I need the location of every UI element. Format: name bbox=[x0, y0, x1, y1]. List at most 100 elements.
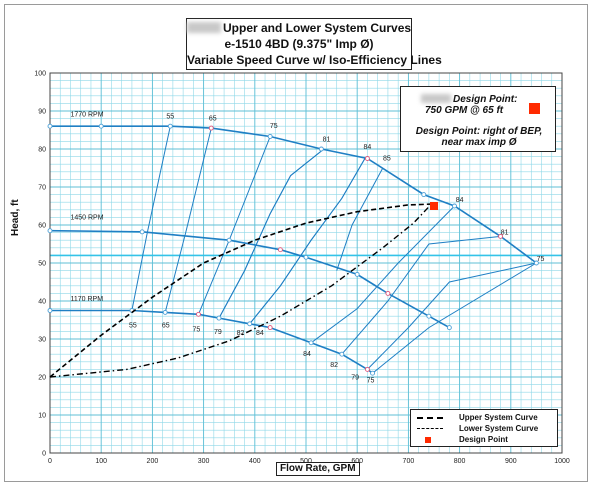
iso-efficiency-label: 84 bbox=[303, 351, 311, 358]
design-point-note: Design Point: right of BEP, near max imp… bbox=[415, 126, 543, 148]
speed-curve-point bbox=[98, 123, 104, 129]
x-tick-label: 500 bbox=[300, 458, 312, 465]
speed-curve-point bbox=[308, 340, 314, 346]
y-tick-label: 20 bbox=[38, 375, 46, 382]
speed-curve-point bbox=[385, 290, 391, 296]
speed-curve-point bbox=[303, 254, 309, 260]
speed-curve-point bbox=[370, 370, 376, 376]
design-point-value: 750 GPM @ 65 ft bbox=[425, 105, 504, 116]
speed-curve-point bbox=[226, 237, 232, 243]
chart-title-line1: Upper and Lower System Curves bbox=[187, 20, 411, 36]
iso-efficiency-label: 55 bbox=[166, 114, 174, 121]
speed-curve-point bbox=[47, 308, 53, 313]
chart-title-line3: Variable Speed Curve w/ Iso-Efficiency L… bbox=[187, 53, 442, 67]
design-point-heading: Design Point: bbox=[421, 94, 517, 105]
iso-efficiency-line bbox=[249, 158, 366, 325]
design-point-box-marker bbox=[529, 103, 540, 114]
chart-title-line2: e-1510 4BD (9.375" Imp Ø) bbox=[224, 37, 374, 51]
iso-efficiency-label: 81 bbox=[501, 230, 509, 237]
iso-efficiency-label: 65 bbox=[162, 323, 170, 330]
legend-swatch-lower bbox=[417, 428, 443, 429]
speed-curve-label: 1770 RPM bbox=[70, 112, 103, 119]
y-tick-label: 80 bbox=[38, 147, 46, 154]
x-tick-label: 700 bbox=[403, 458, 415, 465]
iso-efficiency-line bbox=[367, 262, 537, 370]
x-tick-label: 300 bbox=[198, 458, 210, 465]
lower-system-curve bbox=[49, 203, 432, 378]
plot-border bbox=[49, 72, 563, 454]
x-tick-label: 800 bbox=[454, 458, 466, 465]
speed-curve-point bbox=[364, 156, 370, 161]
iso-efficiency-label: 75 bbox=[367, 377, 375, 384]
speed-curve-point bbox=[452, 203, 457, 209]
iso-efficiency-label: 55 bbox=[129, 323, 137, 330]
x-tick-label: 1000 bbox=[554, 458, 570, 465]
iso-efficiency-label: 79 bbox=[351, 374, 359, 381]
speed-curve-point bbox=[267, 325, 273, 331]
iso-efficiency-label: 85 bbox=[383, 155, 391, 162]
iso-efficiency-line bbox=[336, 167, 384, 271]
speed-curve-point bbox=[139, 229, 145, 235]
x-tick-label: 400 bbox=[249, 458, 261, 465]
speed-curve-point bbox=[47, 228, 53, 234]
y-tick-label: 0 bbox=[42, 451, 46, 458]
speed-curve-point bbox=[267, 134, 273, 139]
speed-curve-point bbox=[196, 311, 201, 317]
speed-curve-point bbox=[277, 247, 283, 253]
design-point-box: Design Point: 750 GPM @ 65 ft Design Poi… bbox=[400, 86, 556, 152]
x-tick-label: 900 bbox=[505, 458, 517, 465]
y-tick-label: 30 bbox=[38, 337, 46, 344]
speed-curve-point bbox=[216, 315, 222, 321]
iso-efficiency-label: 75 bbox=[193, 326, 201, 333]
speed-curve-point bbox=[208, 125, 214, 131]
speed-curve-point bbox=[339, 351, 345, 357]
y-tick-label: 90 bbox=[38, 109, 46, 116]
iso-efficiency-line bbox=[372, 262, 537, 374]
iso-efficiency-line bbox=[164, 127, 212, 313]
x-tick-label: 200 bbox=[147, 458, 159, 465]
x-axis-title: Flow Rate, GPM bbox=[276, 462, 360, 476]
iso-efficiency-label: 75 bbox=[270, 123, 278, 130]
y-tick-label: 100 bbox=[34, 71, 46, 78]
y-tick-label: 60 bbox=[38, 223, 46, 230]
upper-system-curve bbox=[49, 203, 432, 378]
speed-curve-point bbox=[426, 313, 432, 319]
iso-efficiency-label: 82 bbox=[330, 362, 338, 369]
redacted-name bbox=[421, 94, 451, 103]
speed-curve-point bbox=[167, 123, 173, 129]
chart-title-box: Upper and Lower System Curves e-1510 4BD… bbox=[186, 18, 442, 70]
speed-curve-point bbox=[446, 325, 452, 331]
x-tick-label: 600 bbox=[351, 458, 363, 465]
x-tick-label: 0 bbox=[48, 458, 52, 465]
speed-curve-point bbox=[421, 192, 427, 198]
iso-efficiency-line bbox=[341, 235, 501, 355]
redacted-name bbox=[187, 22, 221, 33]
speed-curve-point bbox=[533, 260, 539, 266]
iso-efficiency-label: 75 bbox=[537, 256, 545, 263]
iso-efficiency-label: 84 bbox=[364, 144, 372, 151]
speed-curve-label: 1450 RPM bbox=[70, 214, 103, 221]
y-axis-title: Head, ft bbox=[10, 199, 21, 236]
chart-legend: Upper System Curve Lower System Curve De… bbox=[410, 409, 558, 447]
speed-curve-point bbox=[47, 123, 53, 129]
x-tick-label: 100 bbox=[95, 458, 107, 465]
speed-curve-point bbox=[354, 271, 360, 277]
iso-efficiency-label: 84 bbox=[456, 197, 464, 204]
design-point-marker bbox=[430, 202, 438, 210]
iso-efficiency-label: 65 bbox=[209, 116, 217, 123]
y-tick-label: 50 bbox=[38, 261, 46, 268]
speed-curve-point bbox=[364, 366, 370, 372]
iso-efficiency-label: 81 bbox=[323, 136, 331, 143]
legend-swatch-upper bbox=[417, 417, 443, 419]
iso-efficiency-line bbox=[218, 148, 325, 319]
y-tick-label: 40 bbox=[38, 299, 46, 306]
iso-efficiency-label: 79 bbox=[214, 329, 222, 336]
iso-efficiency-line bbox=[310, 205, 455, 344]
speed-curve-point bbox=[498, 233, 504, 239]
speed-curve-point bbox=[162, 309, 168, 315]
speed-curve-label: 1170 RPM bbox=[70, 296, 103, 303]
legend-swatch-design bbox=[425, 437, 431, 443]
speed-curve-point bbox=[318, 146, 324, 152]
iso-efficiency-label: 84 bbox=[256, 330, 264, 337]
iso-efficiency-label: 82 bbox=[237, 330, 245, 337]
